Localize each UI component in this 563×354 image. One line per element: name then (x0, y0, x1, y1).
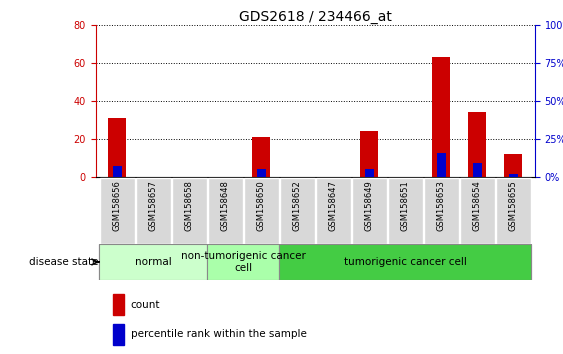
Text: GSM158649: GSM158649 (365, 181, 374, 231)
FancyBboxPatch shape (136, 178, 171, 244)
FancyBboxPatch shape (100, 178, 135, 244)
Bar (468, 112, 486, 177)
Text: GSM158651: GSM158651 (401, 181, 410, 231)
Text: GSM158652: GSM158652 (293, 181, 302, 231)
Bar (252, 137, 270, 177)
Bar (432, 57, 450, 177)
FancyBboxPatch shape (388, 178, 423, 244)
Text: GSM158657: GSM158657 (149, 181, 158, 231)
Text: GSM158654: GSM158654 (473, 181, 482, 231)
FancyBboxPatch shape (316, 178, 351, 244)
FancyBboxPatch shape (459, 178, 495, 244)
Bar (509, 174, 518, 177)
Text: count: count (131, 300, 160, 310)
FancyBboxPatch shape (495, 178, 531, 244)
Text: GSM158648: GSM158648 (221, 181, 230, 231)
Text: GSM158653: GSM158653 (437, 181, 446, 231)
Text: GSM158655: GSM158655 (509, 181, 518, 231)
Bar (504, 154, 522, 177)
FancyBboxPatch shape (244, 178, 279, 244)
Bar (113, 166, 122, 177)
Text: GSM158656: GSM158656 (113, 181, 122, 231)
Bar (365, 170, 374, 177)
Title: GDS2618 / 234466_at: GDS2618 / 234466_at (239, 10, 392, 24)
FancyBboxPatch shape (423, 178, 459, 244)
Text: disease state: disease state (29, 257, 99, 267)
Text: GSM158650: GSM158650 (257, 181, 266, 231)
FancyBboxPatch shape (207, 244, 279, 280)
Text: non-tumorigenic cancer
cell: non-tumorigenic cancer cell (181, 251, 306, 273)
Bar (257, 170, 266, 177)
FancyBboxPatch shape (280, 178, 315, 244)
Text: GSM158658: GSM158658 (185, 181, 194, 231)
Text: normal: normal (135, 257, 172, 267)
FancyBboxPatch shape (99, 244, 531, 280)
FancyBboxPatch shape (279, 244, 531, 280)
Bar (108, 118, 126, 177)
Bar (437, 153, 446, 177)
Bar (360, 131, 378, 177)
FancyBboxPatch shape (208, 178, 243, 244)
Bar (113, 294, 124, 315)
Text: tumorigenic cancer cell: tumorigenic cancer cell (344, 257, 467, 267)
FancyBboxPatch shape (352, 178, 387, 244)
FancyBboxPatch shape (172, 178, 207, 244)
Text: percentile rank within the sample: percentile rank within the sample (131, 329, 307, 339)
FancyBboxPatch shape (99, 244, 207, 280)
Bar (473, 163, 482, 177)
Bar (113, 324, 124, 345)
Text: GSM158647: GSM158647 (329, 181, 338, 231)
